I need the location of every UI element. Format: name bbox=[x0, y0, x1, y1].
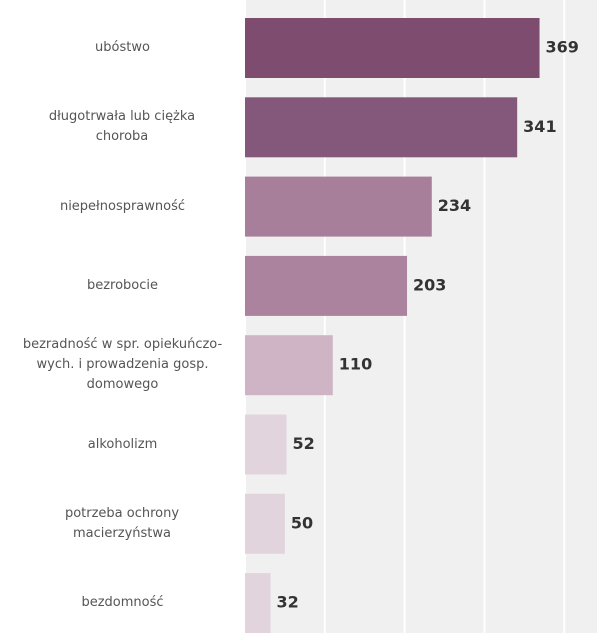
category-label: niepełnosprawność bbox=[59, 198, 186, 214]
bar bbox=[245, 414, 287, 475]
category-label: długotrwała lub ciężka choroba bbox=[48, 109, 196, 145]
bar bbox=[245, 176, 432, 237]
value-label: 234 bbox=[438, 196, 471, 215]
bar bbox=[245, 18, 540, 78]
category-label: bezrobocie bbox=[86, 277, 159, 293]
category-label: bezdomność bbox=[81, 595, 164, 611]
value-label: 50 bbox=[291, 513, 313, 532]
bar bbox=[245, 573, 271, 633]
value-label: 110 bbox=[339, 355, 372, 374]
bar bbox=[245, 97, 518, 158]
plot-background bbox=[245, 0, 597, 633]
value-label: 32 bbox=[277, 593, 299, 612]
category-label: alkoholizm bbox=[87, 436, 158, 452]
bar bbox=[245, 493, 285, 554]
value-label: 203 bbox=[413, 275, 446, 294]
category-label: potrzeba ochrony macierzyństwa bbox=[64, 505, 180, 541]
bar bbox=[245, 255, 408, 316]
category-label: ubóstwo bbox=[95, 40, 150, 55]
category-label: bezradność w spr. opiekuńczo-wych. i pro… bbox=[22, 337, 223, 393]
bar bbox=[245, 335, 333, 396]
value-label: 52 bbox=[293, 434, 315, 453]
value-label: 341 bbox=[523, 117, 556, 136]
value-label: 369 bbox=[546, 38, 579, 57]
